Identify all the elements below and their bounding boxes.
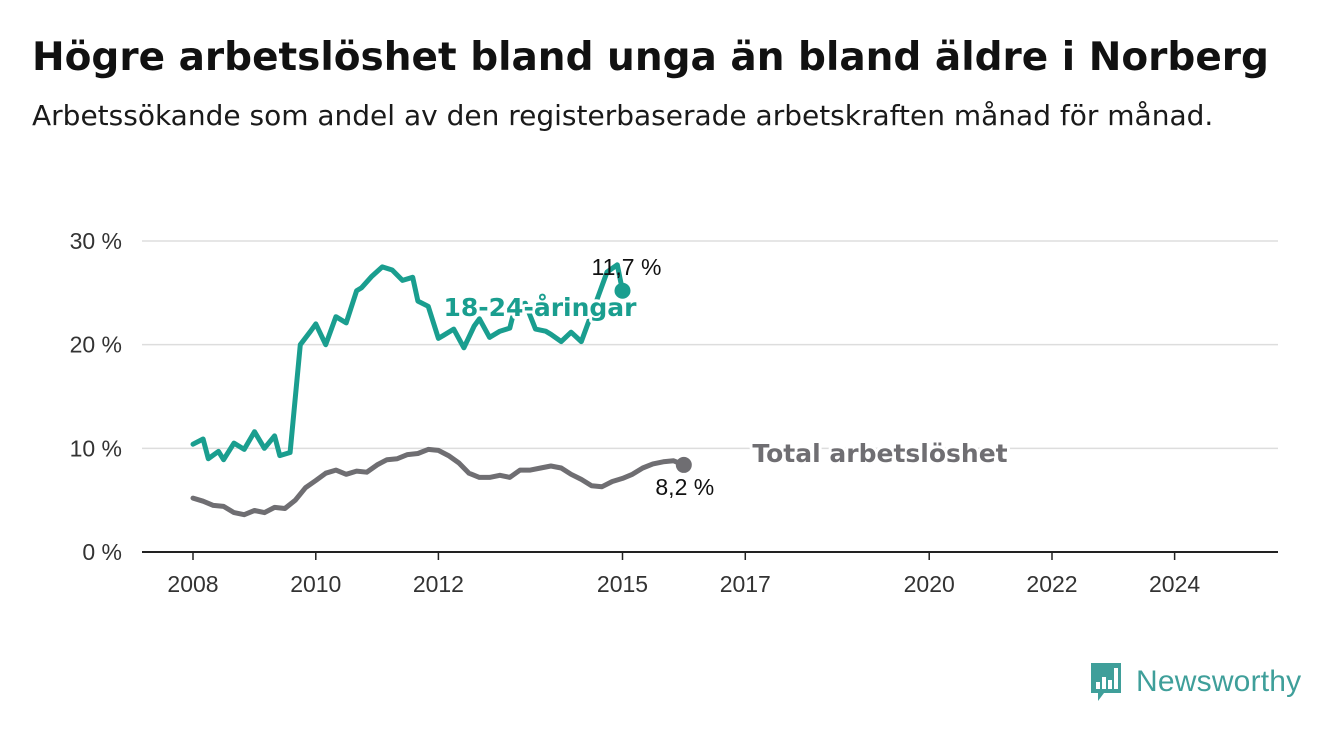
x-tick-label: 2017	[720, 571, 771, 597]
youth-series-label: 18-24-åringar	[444, 293, 638, 322]
youth-series-line	[190, 262, 625, 463]
youth-end-value-label: 11,7 %	[592, 254, 662, 280]
series-labels: 18-24-åringar Total arbetslöshet 11,7 % 8,2…	[441, 254, 1011, 500]
series-lines	[190, 262, 692, 518]
x-tick-label: 2010	[290, 571, 341, 597]
chart-subtitle: Arbetssökande som andel av den registerb…	[32, 99, 1214, 132]
y-tick-label: 10 %	[70, 435, 122, 461]
line-chart: 0 % 10 % 20 % 30 % 2008 2010 2012 2015 2017 2020…	[70, 228, 1278, 597]
chart-title: Högre arbetslöshet bland unga än bland ä…	[32, 35, 1269, 80]
y-axis-ticks: 0 % 10 % 20 % 30 %	[70, 228, 122, 565]
y-tick-label: 30 %	[70, 228, 122, 254]
x-tick-label: 2022	[1026, 571, 1077, 597]
x-tick-label: 2008	[167, 571, 218, 597]
x-tick-label: 2024	[1149, 571, 1200, 597]
total-end-value-label: 8,2 %	[655, 474, 714, 500]
newsworthy-logo-icon	[1091, 663, 1121, 701]
youth-end-point	[614, 282, 631, 299]
total-end-point	[675, 456, 692, 473]
x-tick-label: 2020	[904, 571, 955, 597]
y-tick-label: 20 %	[70, 332, 122, 358]
brand-logo[interactable]: Newsworthy	[1088, 660, 1301, 704]
y-tick-label: 0 %	[82, 539, 122, 565]
x-tick-label: 2015	[597, 571, 648, 597]
gridlines	[142, 240, 1278, 553]
x-axis-ticks: 2008 2010 2012 2015 2017 2020 2022 2024	[167, 552, 1200, 597]
total-series-label: Total arbetslöshet	[752, 439, 1007, 468]
x-tick-label: 2012	[413, 571, 464, 597]
brand-name: Newsworthy	[1136, 665, 1302, 698]
total-series-line	[190, 446, 687, 518]
